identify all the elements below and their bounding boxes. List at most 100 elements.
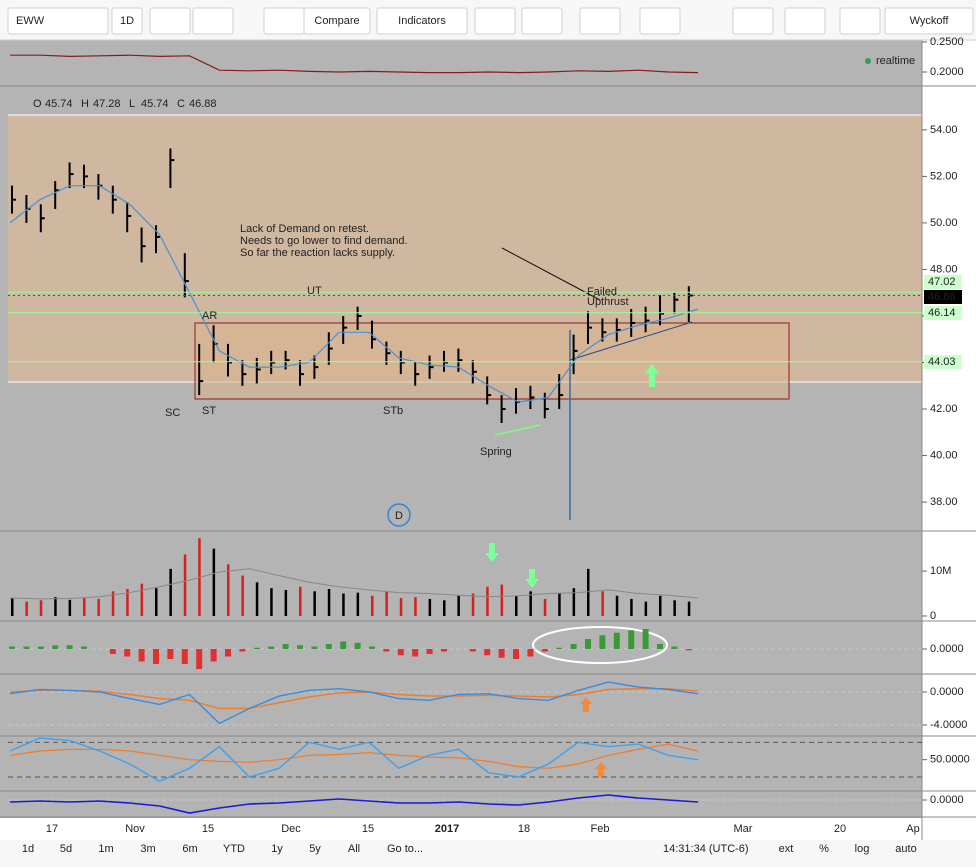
- histogram-bar: [109, 649, 116, 654]
- volume-bar: [687, 601, 691, 616]
- price-label: 46.88: [928, 291, 956, 303]
- annotation: AR: [202, 310, 217, 322]
- volume-bar: [543, 598, 547, 616]
- histogram-bar: [585, 639, 591, 649]
- toolbar-label[interactable]: 1D: [120, 15, 134, 27]
- timeframe-button[interactable]: 5y: [309, 843, 321, 855]
- volume-bar: [299, 586, 302, 616]
- toolbar-button[interactable]: [376, 7, 468, 35]
- toolbar-button[interactable]: [7, 7, 109, 35]
- toolbar-icon-button[interactable]: [732, 7, 774, 35]
- toolbar-icon-button[interactable]: [639, 7, 681, 35]
- volume-bar: [385, 591, 388, 616]
- volume-bar: [659, 595, 662, 616]
- volume-bar: [601, 591, 604, 616]
- volume-bar: [615, 595, 619, 616]
- toolbar-icon-button[interactable]: [784, 7, 826, 35]
- timeframe-button[interactable]: 1d: [22, 843, 34, 855]
- toolbar-icon-button[interactable]: [149, 7, 191, 35]
- timeframe-button[interactable]: YTD: [223, 843, 245, 855]
- date-label: Ap: [906, 823, 919, 835]
- price-label-box: [924, 355, 962, 369]
- axis-label: 52.00: [930, 170, 958, 182]
- toolbar-label[interactable]: Wyckoff: [910, 15, 950, 27]
- toolbar-label[interactable]: Indicators: [398, 15, 446, 27]
- toolbar-icon-button[interactable]: [192, 7, 234, 35]
- volume-bar: [11, 598, 14, 616]
- volume-bar: [68, 599, 72, 616]
- scale-option[interactable]: %: [819, 843, 829, 855]
- histogram-bar: [369, 646, 375, 649]
- rsi-fast: [9, 737, 699, 783]
- toolbar-button[interactable]: [111, 7, 143, 35]
- moving-average: [9, 185, 699, 403]
- toolbar-button[interactable]: [884, 7, 974, 35]
- green-arrows: [485, 364, 659, 588]
- histogram-bar: [311, 646, 318, 649]
- histogram-bar: [484, 649, 491, 656]
- toolbar-icon-button[interactable]: [839, 7, 881, 35]
- goto-button[interactable]: Go to...: [387, 843, 423, 855]
- toolbar-label[interactable]: EWW: [16, 15, 45, 27]
- volume-bar: [414, 597, 417, 616]
- histogram-bar: [671, 646, 678, 649]
- ohlc-legend: 45.74: [141, 98, 169, 110]
- volume-bar: [25, 601, 28, 616]
- signal-line: [9, 688, 699, 710]
- scale-option[interactable]: auto: [895, 843, 916, 855]
- realtime-label: realtime: [876, 55, 915, 67]
- volume-bar: [140, 583, 144, 616]
- toolbar-icon-button[interactable]: [521, 7, 563, 35]
- price-label: 47.02: [928, 276, 956, 288]
- axis-label: 40.00: [930, 449, 958, 461]
- histogram-bar: [37, 646, 44, 649]
- ohlc-legend: 47.28: [93, 98, 121, 110]
- date-label: 2017: [435, 823, 459, 835]
- timeframe-button[interactable]: 1m: [98, 843, 113, 855]
- volume-bar: [486, 586, 489, 616]
- top-oscillator: [10, 54, 699, 74]
- date-label: Feb: [591, 823, 610, 835]
- timeframe-button[interactable]: 3m: [140, 843, 155, 855]
- realtime-dot: [865, 58, 871, 64]
- price-label: 46.14: [928, 307, 956, 319]
- histogram-bar: [297, 645, 303, 649]
- volume-bar: [529, 591, 532, 616]
- volume-bar: [270, 588, 273, 616]
- volume-bar: [183, 554, 187, 616]
- bottom-oscillator: [9, 794, 699, 814]
- histogram-bar: [282, 644, 289, 649]
- histogram-bar: [153, 649, 159, 664]
- toolbar-icon-button[interactable]: [474, 7, 516, 35]
- timeframe-button[interactable]: All: [348, 843, 360, 855]
- volume-bar: [255, 582, 259, 616]
- toolbar-label[interactable]: Compare: [314, 15, 359, 27]
- histogram-bar: [469, 649, 476, 652]
- trading-range-box: [194, 322, 790, 400]
- timeframe-button[interactable]: 6m: [182, 843, 197, 855]
- timeframe-button[interactable]: 5d: [60, 843, 72, 855]
- volume-bar: [97, 598, 100, 616]
- histogram-bar: [527, 649, 534, 657]
- annotation-line: [501, 247, 601, 301]
- volume-bar: [558, 593, 561, 616]
- ohlc-legend: C: [177, 98, 185, 110]
- toolbar-icon-button[interactable]: [263, 7, 305, 35]
- histogram-bar: [613, 632, 620, 649]
- volume-bar: [83, 598, 86, 616]
- scale-option[interactable]: ext: [779, 843, 794, 855]
- volume-bar: [212, 548, 216, 616]
- date-label: Mar: [734, 823, 753, 835]
- axis-label: 0.2500: [930, 36, 964, 48]
- volume-bar: [327, 589, 331, 616]
- timeframe-button[interactable]: 1y: [271, 843, 283, 855]
- volume-bar: [443, 600, 446, 616]
- histogram-bar: [397, 649, 404, 656]
- histogram-bar: [167, 649, 174, 659]
- axis-label: 0.0000: [930, 643, 964, 655]
- axis-label: 0.2000: [930, 66, 964, 78]
- toolbar-icon-button[interactable]: [579, 7, 621, 35]
- price-label: 44.03: [928, 356, 956, 368]
- trend-line: [569, 321, 693, 361]
- scale-option[interactable]: log: [855, 843, 870, 855]
